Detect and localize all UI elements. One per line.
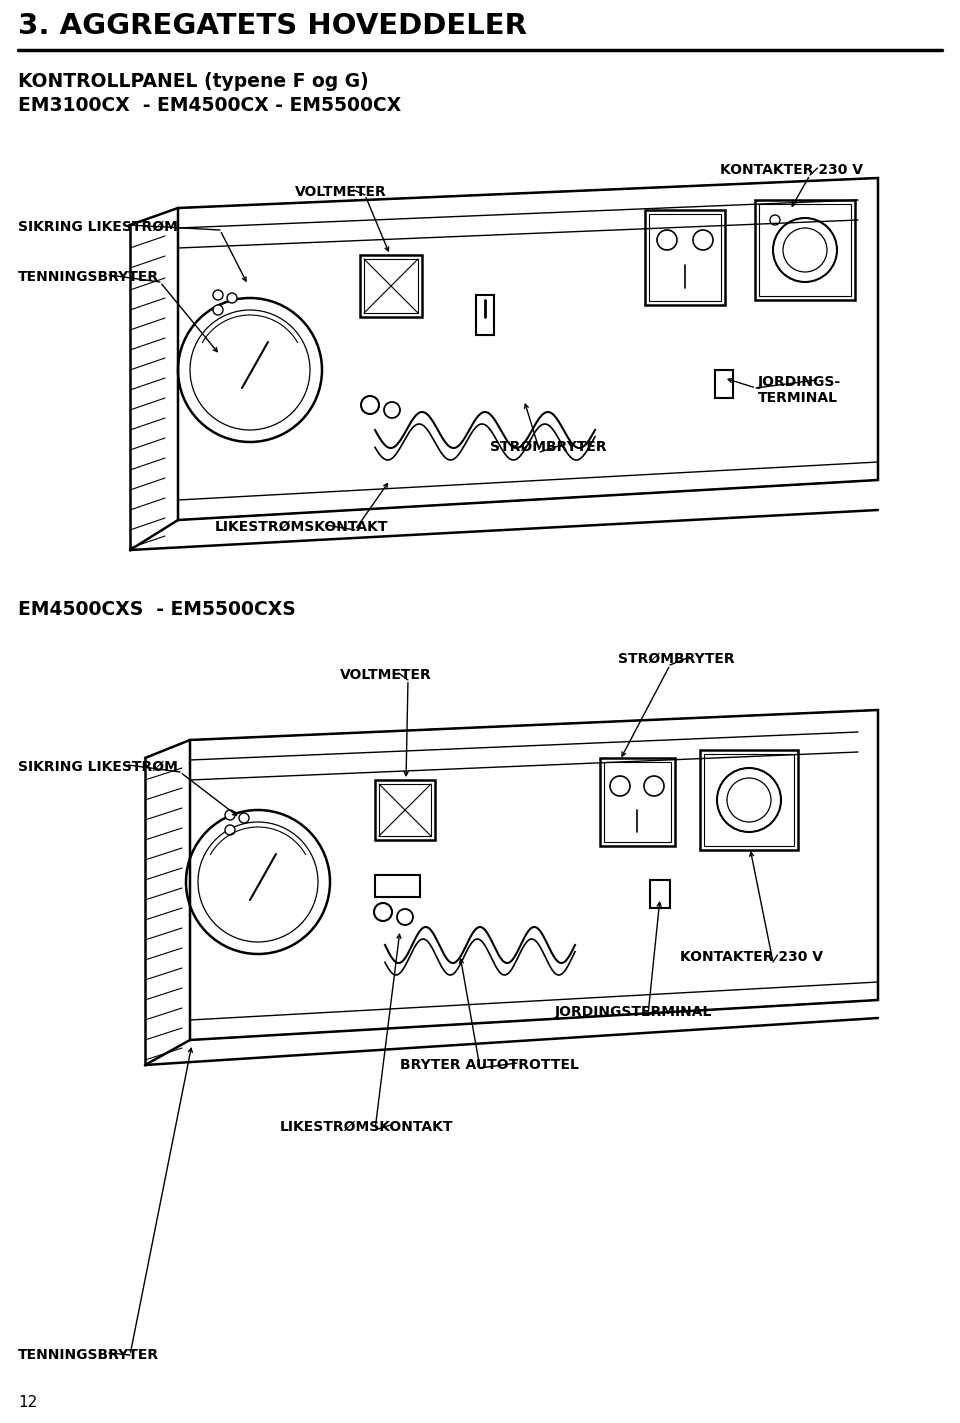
Bar: [375, 875, 420, 896]
Text: STRØMBRYTER: STRØMBRYTER: [490, 440, 607, 454]
Text: TENNINGSBRYTER: TENNINGSBRYTER: [18, 270, 159, 285]
Bar: [715, 370, 733, 398]
Text: SIKRING LIKESTRØM: SIKRING LIKESTRØM: [18, 221, 178, 233]
Bar: [379, 784, 431, 835]
Text: 12: 12: [18, 1395, 37, 1410]
Bar: [476, 295, 494, 334]
Text: SIKRING LIKESTRØM: SIKRING LIKESTRØM: [18, 760, 178, 774]
Text: STRØMBRYTER: STRØMBRYTER: [618, 652, 734, 666]
Text: KONTAKTER 230 V: KONTAKTER 230 V: [680, 951, 823, 963]
Circle shape: [770, 215, 780, 225]
Text: VOLTMETER: VOLTMETER: [295, 185, 387, 199]
Bar: [755, 201, 855, 300]
Bar: [759, 203, 851, 296]
Bar: [649, 213, 721, 302]
Circle shape: [239, 813, 249, 822]
Bar: [700, 750, 798, 850]
Text: TENNINGSBRYTER: TENNINGSBRYTER: [18, 1348, 159, 1362]
Bar: [645, 211, 725, 305]
Text: JORDINGSTERMINAL: JORDINGSTERMINAL: [555, 1005, 712, 1019]
Bar: [604, 761, 671, 842]
Text: 3. AGGREGATETS HOVEDDELER: 3. AGGREGATETS HOVEDDELER: [18, 11, 527, 40]
Text: KONTROLLPANEL (typene F og G): KONTROLLPANEL (typene F og G): [18, 73, 369, 91]
Text: BRYTER AUTOTROTTEL: BRYTER AUTOTROTTEL: [400, 1057, 579, 1072]
Text: JORDINGS-
TERMINAL: JORDINGS- TERMINAL: [758, 376, 841, 406]
Circle shape: [225, 810, 235, 820]
Text: LIKESTRØMSKONTAKT: LIKESTRØMSKONTAKT: [215, 519, 389, 534]
Circle shape: [225, 825, 235, 835]
Bar: [600, 758, 675, 847]
Bar: [360, 255, 422, 317]
Text: KONTAKTER 230 V: KONTAKTER 230 V: [720, 164, 863, 176]
Circle shape: [227, 293, 237, 303]
Circle shape: [213, 290, 223, 300]
Text: LIKESTRØMSKONTAKT: LIKESTRØMSKONTAKT: [280, 1120, 453, 1134]
Bar: [650, 879, 670, 908]
Text: EM3100CX  - EM4500CX - EM5500CX: EM3100CX - EM4500CX - EM5500CX: [18, 95, 401, 115]
Bar: [364, 259, 418, 313]
Circle shape: [213, 305, 223, 314]
Bar: [375, 780, 435, 840]
Text: VOLTMETER: VOLTMETER: [340, 667, 432, 682]
Text: EM4500CXS  - EM5500CXS: EM4500CXS - EM5500CXS: [18, 601, 296, 619]
Bar: [704, 754, 794, 847]
